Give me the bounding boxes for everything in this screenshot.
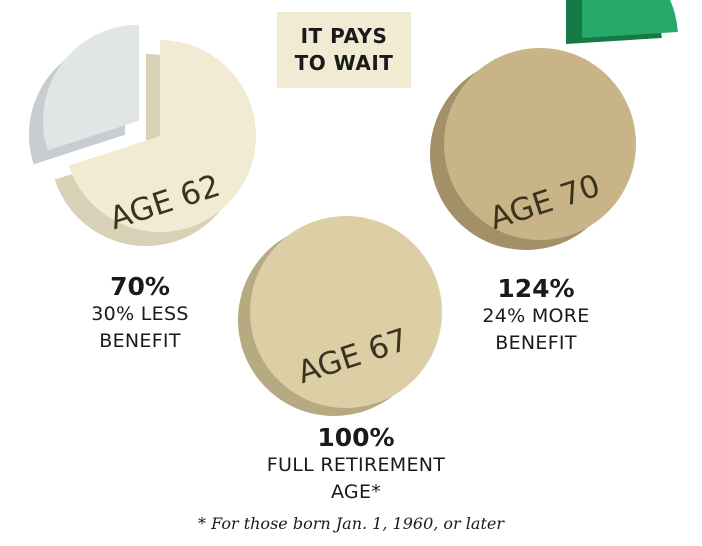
age-70-percent: 124% [497,274,575,303]
pie-age-62-reduction-slice [42,24,139,151]
age-62-desc-line-1: 30% LESS [91,303,189,325]
age-70-desc-line-2: BENEFIT [495,332,577,354]
age-70-desc-line-1: 24% MORE [482,305,590,327]
footnote: * For those born Jan. 1, 1960, or later [198,514,504,533]
pie-age-70-benefit-slice [444,48,636,240]
age-67-percent: 100% [317,423,395,452]
age-67-desc-line-1: FULL RETIREMENT [266,454,446,476]
age-62-percent: 70% [110,272,170,301]
pie-age-70-extra-slice [582,0,678,38]
pie-age-62-benefit-slice [68,40,256,232]
pie-age-67: AGE 67 [238,216,442,416]
title-box: IT PAYS TO WAIT [277,12,411,88]
pie-age-70: AGE 70 [430,0,678,250]
pie-age-67-benefit-slice [250,216,442,408]
title-line-2: TO WAIT [294,51,394,75]
age-70-caption: 124% 24% MORE BENEFIT [436,274,636,357]
title-line-1: IT PAYS [300,24,388,48]
age-62-desc-line-2: BENEFIT [99,330,181,352]
age-67-caption: 100% FULL RETIREMENT AGE* [226,423,486,506]
age-67-desc-line-2: AGE* [330,481,382,503]
age-62-caption: 70% 30% LESS BENEFIT [40,272,240,355]
pie-age-62: AGE 62 [28,24,256,247]
